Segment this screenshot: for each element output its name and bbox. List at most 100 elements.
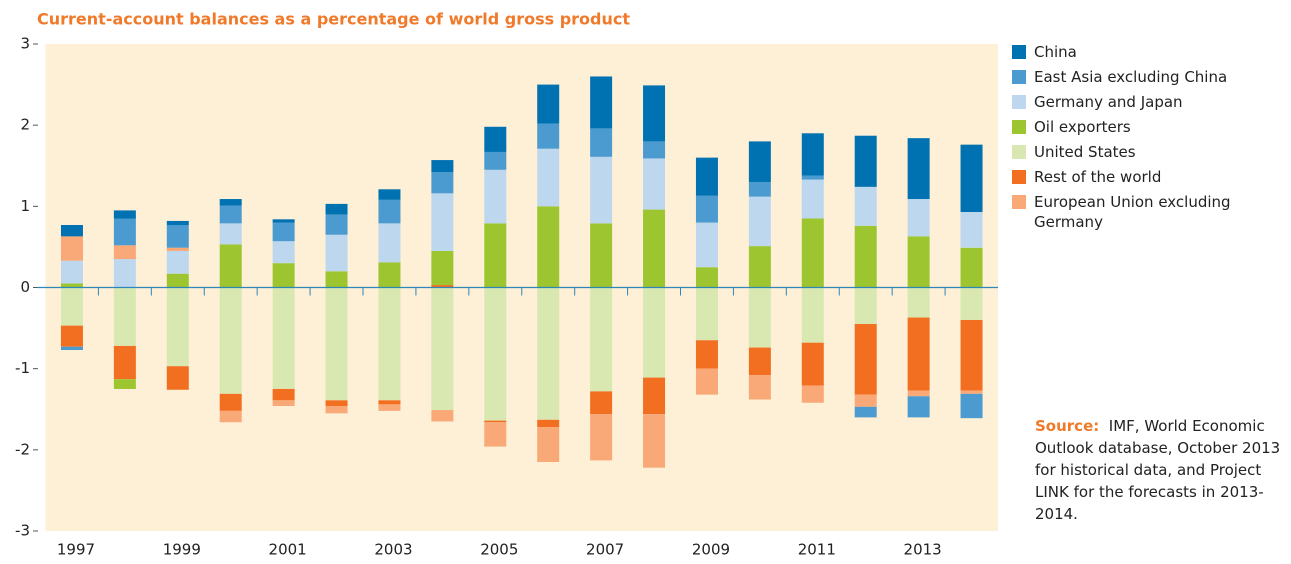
legend-item: European Union excluding Germany (1012, 192, 1284, 232)
legend-label: Germany and Japan (1034, 93, 1183, 111)
legend-swatch (1012, 145, 1026, 159)
chart-title: Current-account balances as a percentage… (37, 10, 630, 29)
bar-segment (272, 287, 295, 389)
bar-segment (695, 157, 718, 196)
bar-segment (484, 169, 507, 224)
bar-segment (590, 76, 613, 129)
bar-segment (431, 285, 454, 288)
bar-segment (643, 85, 666, 142)
bar-segment (537, 427, 560, 463)
bar-segment (272, 241, 295, 264)
legend-swatch (1012, 120, 1026, 134)
chart: Current-account balances as a percentage… (15, 10, 998, 559)
bar-segment (854, 394, 877, 407)
x-tick-label: 2007 (586, 541, 624, 559)
bar-segment (325, 400, 348, 407)
bar-segment (960, 212, 983, 248)
bar-segment (60, 283, 83, 288)
x-tick-label: 2001 (269, 541, 307, 559)
legend-swatch (1012, 195, 1026, 209)
bar-segment (219, 410, 242, 423)
bar-segment (801, 342, 824, 386)
y-tick-label: 3 (20, 35, 30, 53)
bar-segment (325, 214, 348, 235)
bar-segment (960, 247, 983, 288)
bar-segment (590, 128, 613, 157)
legend-item: Oil exporters (1012, 117, 1284, 137)
bar-segment (166, 225, 189, 248)
bar-segment (325, 406, 348, 414)
legend-item: East Asia excluding China (1012, 67, 1284, 87)
bar-segment (431, 410, 454, 422)
bar-segment (113, 287, 136, 346)
bar-segment (801, 175, 824, 180)
bar-segment (854, 406, 877, 418)
bar-segment (378, 287, 401, 401)
legend-item: United States (1012, 142, 1284, 162)
bar-segment (378, 262, 401, 288)
legend-label: European Union excluding Germany (1034, 193, 1231, 231)
bar-segment (166, 247, 189, 251)
bar-segment (484, 422, 507, 447)
legend-item: Germany and Japan (1012, 92, 1284, 112)
bar-segment (60, 260, 83, 284)
bar-segment (643, 377, 666, 415)
y-tick-label: -1 (15, 359, 30, 377)
bar-segment (801, 287, 824, 343)
bar-segment (960, 287, 983, 320)
bar-segment (484, 151, 507, 170)
bar-segment (695, 195, 718, 223)
bar-segment (113, 345, 136, 380)
bar-segment (590, 414, 613, 461)
bar-segment (431, 172, 454, 194)
bar-segment (325, 271, 348, 288)
bar-segment (60, 225, 83, 237)
bar-segment (643, 287, 666, 378)
bar-segment (748, 287, 771, 348)
bar-segment (854, 135, 877, 187)
bar-segment (748, 347, 771, 376)
bar-segment (695, 287, 718, 341)
bar-segment (113, 218, 136, 246)
bar-segment (960, 390, 983, 394)
bar-segment (590, 156, 613, 224)
bar-segment (60, 346, 83, 350)
bar-segment (537, 287, 560, 420)
bar-segment (378, 199, 401, 224)
bar-segment (272, 222, 295, 242)
bar-segment (219, 393, 242, 411)
bar-segment (643, 158, 666, 210)
bar-segment (537, 148, 560, 207)
bar-segment (431, 250, 454, 286)
bar-segment (801, 218, 824, 288)
legend-label: East Asia excluding China (1034, 68, 1228, 86)
bar-segment (854, 225, 877, 288)
bar-segment (378, 404, 401, 411)
bar-segment (907, 199, 930, 237)
bar-segment (431, 287, 454, 411)
legend-label: China (1034, 43, 1077, 61)
bar-segment (60, 236, 83, 261)
bar-segment (748, 181, 771, 197)
legend-swatch (1012, 45, 1026, 59)
bar-segment (960, 144, 983, 213)
bar-segment (113, 245, 136, 260)
bar-segment (378, 223, 401, 263)
source-note: Source: IMF, World Economic Outlook data… (1035, 415, 1287, 525)
bar-segment (801, 133, 824, 176)
x-tick-label: 2003 (374, 541, 412, 559)
bar-segment (801, 179, 824, 219)
bar-segment (325, 287, 348, 401)
bar-segment (484, 287, 507, 421)
bar-segment (643, 414, 666, 468)
legend-label: Oil exporters (1034, 118, 1131, 136)
bar-segment (695, 368, 718, 395)
bar-segment (907, 390, 930, 397)
bar-segment (695, 340, 718, 369)
legend-swatch (1012, 70, 1026, 84)
x-tick-label: 1999 (163, 541, 201, 559)
bar-segment (537, 84, 560, 124)
bar-segment (272, 219, 295, 223)
bar-segment (60, 287, 83, 326)
